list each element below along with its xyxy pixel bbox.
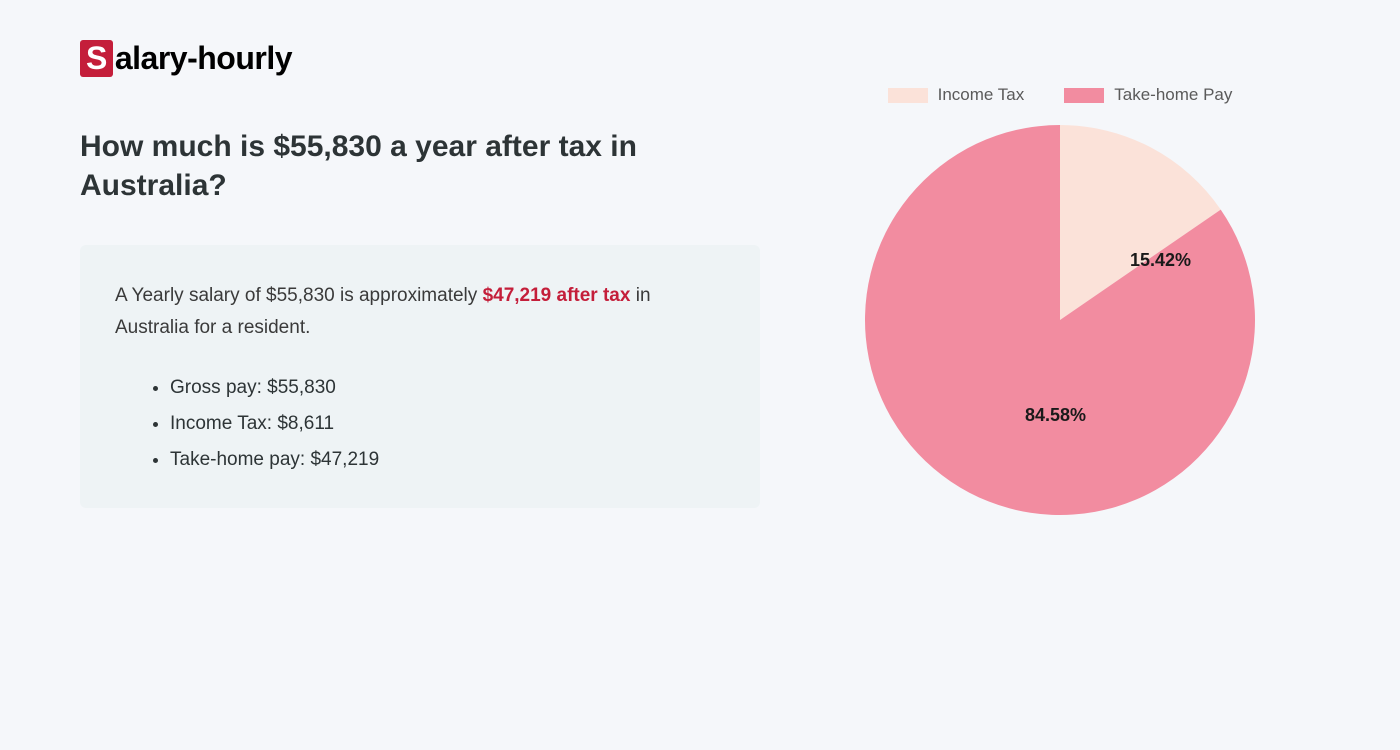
- summary-pre: A Yearly salary of $55,830 is approximat…: [115, 285, 483, 306]
- summary-highlight: $47,219 after tax: [483, 285, 631, 306]
- summary-text: A Yearly salary of $55,830 is approximat…: [115, 280, 725, 345]
- main-container: Salary-hourly How much is $55,830 a year…: [0, 0, 1400, 545]
- pie-slice-label: 15.42%: [1130, 250, 1191, 271]
- list-item: Take-home pay: $47,219: [170, 442, 725, 478]
- right-column: Income Tax Take-home Pay 15.42% 84.58%: [820, 30, 1300, 515]
- pie-slice-label: 84.58%: [1025, 405, 1086, 426]
- pie-svg: [865, 125, 1255, 515]
- list-item: Income Tax: $8,611: [170, 406, 725, 442]
- info-box: A Yearly salary of $55,830 is approximat…: [80, 245, 760, 508]
- legend-item-take-home: Take-home Pay: [1064, 85, 1232, 105]
- legend-swatch: [888, 88, 928, 103]
- legend-item-income-tax: Income Tax: [888, 85, 1025, 105]
- pie-chart: 15.42% 84.58%: [865, 125, 1255, 515]
- legend-label: Income Tax: [938, 85, 1025, 105]
- chart-legend: Income Tax Take-home Pay: [888, 85, 1233, 105]
- logo-rest: alary-hourly: [115, 40, 292, 76]
- bullet-list: Gross pay: $55,830 Income Tax: $8,611 Ta…: [115, 370, 725, 478]
- legend-label: Take-home Pay: [1114, 85, 1232, 105]
- list-item: Gross pay: $55,830: [170, 370, 725, 406]
- left-column: Salary-hourly How much is $55,830 a year…: [80, 30, 760, 515]
- logo: Salary-hourly: [80, 40, 760, 77]
- legend-swatch: [1064, 88, 1104, 103]
- logo-prefix: S: [80, 40, 113, 77]
- page-title: How much is $55,830 a year after tax in …: [80, 127, 760, 205]
